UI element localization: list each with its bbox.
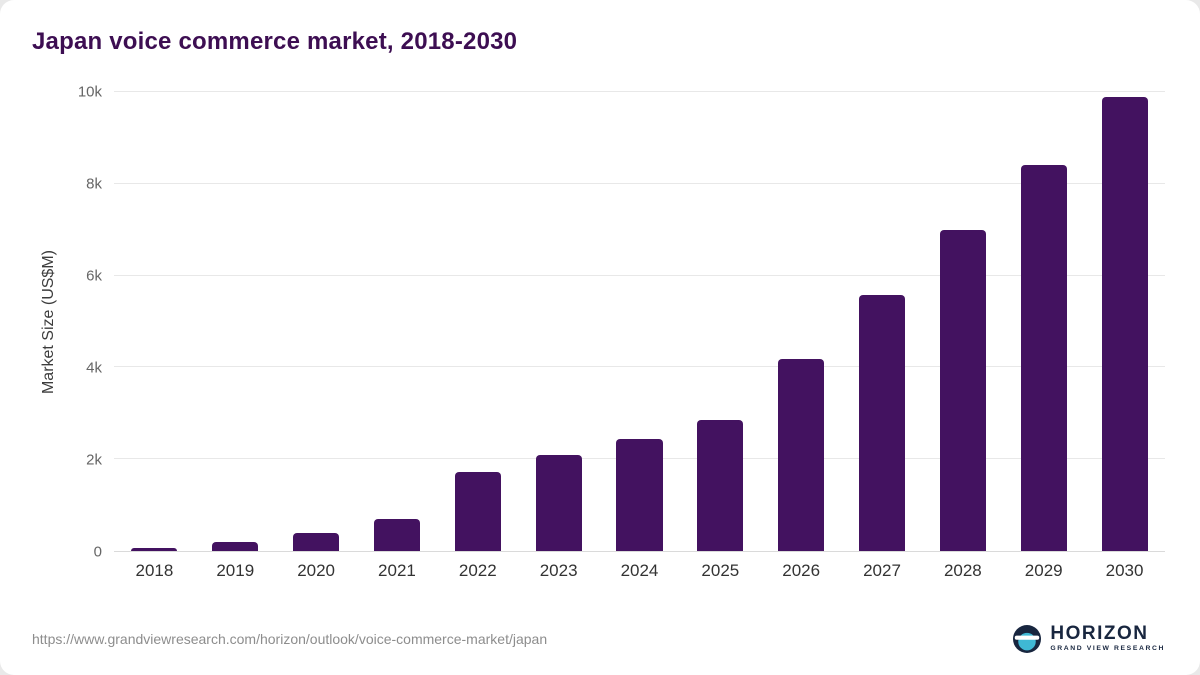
bar-2028 xyxy=(939,229,986,551)
gridline xyxy=(114,91,1165,92)
x-tick-label: 2021 xyxy=(378,561,416,580)
chart-title: Japan voice commerce market, 2018-2030 xyxy=(32,28,518,55)
x-tick-label: 2029 xyxy=(1024,561,1063,580)
bar-2027 xyxy=(858,295,906,551)
x-tick-label: 2018 xyxy=(135,561,174,580)
x-tick-label: 2028 xyxy=(943,561,982,580)
x-tick-label: 2026 xyxy=(782,561,821,580)
bar-slot xyxy=(842,92,923,551)
x-tick-label: 2019 xyxy=(216,561,255,580)
bar-2021 xyxy=(373,519,420,551)
bar-slot xyxy=(1084,92,1165,551)
y-tick-label: 0 xyxy=(93,543,102,561)
bar-slot xyxy=(680,92,761,551)
gridline xyxy=(114,274,1165,276)
chart-area: Market Size (US$M) 0 2k 4k 6k 8k 10k 2018 2019… xyxy=(32,84,1165,581)
bar-series xyxy=(114,92,1165,551)
footer: https://www.grandviewresearch.com/horizo… xyxy=(32,624,1165,653)
bar-2026 xyxy=(778,359,825,551)
gridline xyxy=(114,366,1165,368)
x-tick-label: 2024 xyxy=(620,561,659,580)
plot-column: 2018 2019 2020 2021 2022 2023 2024 2025 2026 2027… xyxy=(114,91,1165,581)
bar-slot xyxy=(195,92,276,551)
y-tick-label: 6k xyxy=(86,267,102,285)
bar-slot xyxy=(437,92,518,551)
y-axis-ticks: 0 2k 4k 6k 8k 10k xyxy=(66,84,114,561)
horizon-logo-title: HORIZON xyxy=(1050,623,1149,645)
bar-2019 xyxy=(212,541,259,551)
x-tick-label: 2030 xyxy=(1105,561,1144,580)
plot-area xyxy=(114,91,1165,552)
horizon-logo-subtitle: GRAND VIEW RESEARCH xyxy=(1050,645,1165,653)
horizon-logo-icon xyxy=(1013,624,1042,653)
bar-slot xyxy=(276,92,357,551)
bar-2030 xyxy=(1101,96,1148,551)
bar-slot xyxy=(761,92,842,551)
bar-slot xyxy=(114,92,195,551)
y-tick-label: 4k xyxy=(86,359,102,377)
bar-2018 xyxy=(131,547,178,551)
y-axis-title-text: Market Size (US$M) xyxy=(40,249,57,395)
x-tick-label: 2027 xyxy=(863,561,901,580)
x-axis-labels: 2018 2019 2020 2021 2022 2023 2024 2025 2026 2027… xyxy=(114,561,1165,581)
bar-slot xyxy=(518,92,599,551)
bar-2024 xyxy=(616,438,663,551)
source-url: https://www.grandviewresearch.com/horizo… xyxy=(32,630,548,647)
bar-2020 xyxy=(293,532,340,551)
bar-2025 xyxy=(697,420,744,551)
bar-2022 xyxy=(454,472,501,551)
bar-slot xyxy=(357,92,438,551)
bar-2023 xyxy=(535,455,582,551)
bar-2029 xyxy=(1020,164,1067,551)
x-tick-label: 2023 xyxy=(539,561,578,580)
horizon-logo-text: HORIZON GRAND VIEW RESEARCH xyxy=(1050,624,1165,653)
bar-slot xyxy=(599,92,680,551)
bar-slot xyxy=(922,92,1003,551)
horizon-logo: HORIZON GRAND VIEW RESEARCH xyxy=(1013,624,1165,653)
y-tick-label: 10k xyxy=(77,83,102,101)
gridline xyxy=(114,182,1165,184)
bar-slot xyxy=(1003,92,1084,551)
x-tick-label: 2020 xyxy=(297,561,336,580)
x-tick-label: 2025 xyxy=(701,561,740,580)
y-axis-title: Market Size (US$M) xyxy=(32,92,66,552)
y-tick-label: 8k xyxy=(86,175,102,193)
x-tick-label: 2022 xyxy=(458,561,497,580)
y-tick-label: 2k xyxy=(86,451,102,469)
